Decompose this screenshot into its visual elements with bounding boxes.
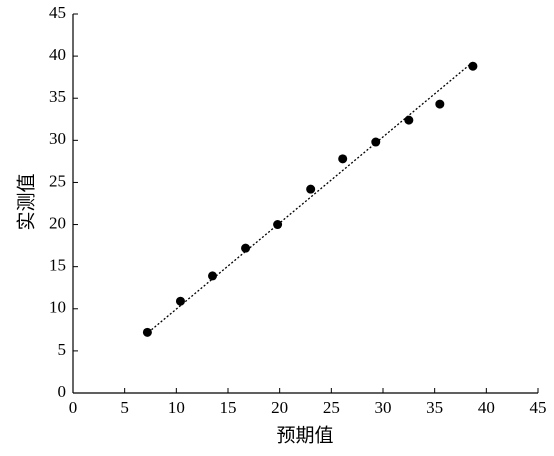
y-tick-label: 30 xyxy=(49,129,66,148)
y-tick-label: 40 xyxy=(49,45,66,64)
point xyxy=(306,184,316,194)
y-tick-label: 45 xyxy=(49,3,66,22)
x-axis-title: 预期值 xyxy=(276,424,333,446)
x-tick-label: 45 xyxy=(530,398,547,417)
point xyxy=(273,220,283,230)
y-tick-label: 10 xyxy=(49,298,66,317)
y-tick-label: 5 xyxy=(58,340,67,359)
x-tick-label: 0 xyxy=(69,398,78,417)
fit-line xyxy=(144,61,474,336)
point xyxy=(208,271,217,281)
point xyxy=(404,115,414,125)
x-tick-label: 20 xyxy=(271,398,288,417)
point xyxy=(175,296,185,306)
y-tick-label: 0 xyxy=(58,382,67,401)
y-axis-title: 实测值 xyxy=(15,173,37,230)
x-tick-label: 15 xyxy=(220,398,237,417)
y-tick-label: 15 xyxy=(49,256,66,275)
point xyxy=(371,137,381,147)
x-tick-label: 10 xyxy=(168,398,185,417)
y-tick-label: 25 xyxy=(49,171,66,190)
point xyxy=(338,154,348,164)
point xyxy=(142,327,152,337)
point xyxy=(241,243,251,253)
y-tick-label: 35 xyxy=(49,87,66,106)
point xyxy=(468,61,478,71)
x-tick-label: 25 xyxy=(323,398,340,417)
x-tick-label: 30 xyxy=(375,398,392,417)
x-tick-label: 5 xyxy=(120,398,129,417)
point xyxy=(435,99,445,109)
y-tick-label: 20 xyxy=(49,213,66,232)
x-tick-label: 40 xyxy=(478,398,495,417)
x-tick-label: 35 xyxy=(426,398,443,417)
